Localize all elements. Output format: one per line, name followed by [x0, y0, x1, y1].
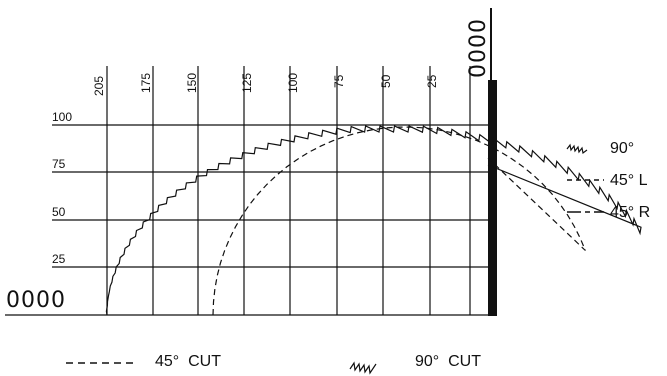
x-tick-label: 50: [379, 74, 393, 88]
bottom-legend-90-cut: 90° CUT: [415, 353, 481, 370]
y-tick-label: 25: [52, 252, 66, 266]
y-tick-label: 100: [52, 110, 72, 124]
x-tick-labels: 205 175 150 125 100 75 50 25: [92, 73, 439, 96]
right-legend: 90° 45° L 45° R: [566, 140, 650, 221]
x-tick-label: 175: [139, 73, 153, 93]
bottom-legend-45-cut: 45° CUT: [155, 353, 221, 370]
origin-label: 0000: [6, 288, 66, 313]
bottom-legend: 45° CUT 90° CUT: [66, 353, 481, 375]
grid-horizontal-lines: [5, 124, 490, 316]
x-tick-label: 125: [240, 73, 254, 93]
x-tick-label: 150: [185, 73, 199, 93]
x-tick-label: 205: [92, 76, 106, 96]
top-corner-label: 0000: [466, 18, 491, 78]
y-tick-label: 50: [52, 205, 66, 219]
legend-label-45-right: 45° R: [610, 204, 650, 221]
legend-label-90: 90°: [610, 140, 634, 157]
fence-bar: [488, 80, 497, 316]
x-tick-label: 100: [286, 73, 300, 93]
legend-serrated-swatch: [566, 143, 588, 155]
bottom-legend-serrated-swatch: [349, 361, 377, 375]
y-tick-labels: 100 75 50 25: [52, 110, 72, 266]
cut-90-curve: [105, 125, 642, 316]
x-tick-label: 25: [425, 74, 439, 88]
x-tick-label: 75: [332, 74, 346, 88]
cut-45-left-curve: [212, 126, 586, 316]
grid-vertical-lines: [106, 66, 471, 315]
y-tick-label: 75: [52, 157, 66, 171]
legend-label-45-left: 45° L: [610, 172, 648, 189]
